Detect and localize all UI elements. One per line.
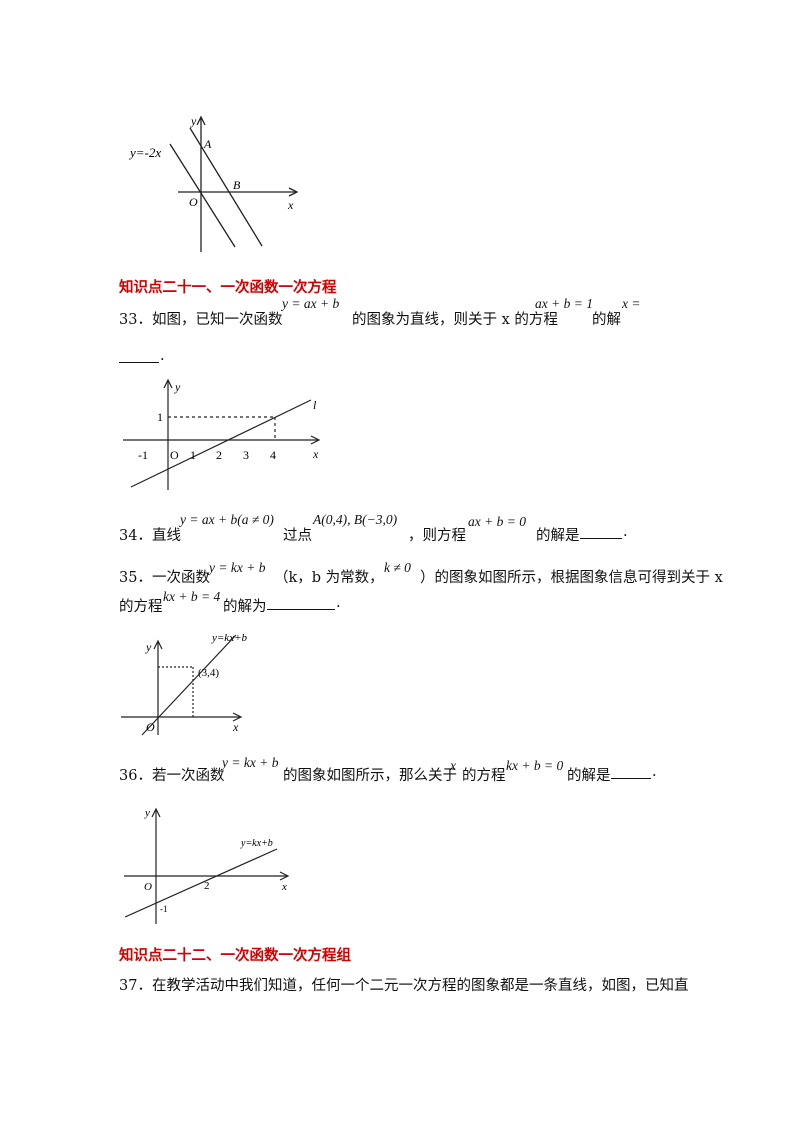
q34-answer-blank[interactable] (580, 528, 622, 539)
top-y-arrow (196, 115, 206, 126)
fig33-tick-1: 1 (190, 448, 196, 462)
fig33-x-arrow (310, 435, 321, 445)
top-x-arrow (288, 187, 299, 197)
q33-period: . (160, 348, 165, 364)
q36-text-a: 36．若一次函数 (119, 768, 225, 784)
fig36-label-O: O (144, 881, 152, 893)
q33-answer-blank[interactable] (119, 352, 159, 363)
top-label-B: B (233, 178, 241, 192)
fig35-y-arrow (153, 639, 163, 650)
q35-answer-blank[interactable] (267, 599, 335, 610)
q34-text-c: ，则方程 (408, 528, 466, 544)
fig33-tick-O: O (170, 448, 179, 462)
fig35-label-point: (3,4) (198, 667, 219, 679)
fig36-label-y: y (144, 807, 150, 819)
q35-text-e: 的解为 (223, 599, 267, 615)
fig35-label-O: O (146, 720, 155, 734)
fig36-x-arrow (279, 871, 290, 881)
q36-period: . (652, 764, 657, 780)
fig33-line-l (130, 399, 312, 488)
fig33-label-one: 1 (157, 410, 163, 424)
q34-text-a: 34．直线 (119, 528, 181, 544)
q36-math-b: x (450, 758, 456, 773)
top-label-x: x (287, 198, 294, 212)
q35-text-b: （k，b 为常数， (274, 570, 384, 586)
q33-text-a: 33．如图，已知一次函数 (119, 312, 283, 328)
q33-text-c: 的解 (592, 312, 621, 328)
fig33-label-y: y (174, 380, 181, 394)
q36-text-b: 的图象如图所示，那么关于 (283, 768, 457, 784)
fig33-tick-4: 4 (270, 448, 276, 462)
q35-text-c: ）的图象如图所示，根据图象信息可得到关于 x (420, 570, 723, 586)
q34-math-a: y = ax + b(a ≠ 0) (180, 512, 274, 527)
top-label-O: O (189, 195, 198, 209)
fig33-tick-neg1: -1 (138, 448, 148, 462)
q35-period: . (336, 595, 341, 611)
top-line-AB (189, 127, 263, 247)
q36-math-a: y = kx + b (222, 755, 279, 770)
q34-math-c: ax + b = 0 (468, 514, 526, 529)
fig36-label-x: x (281, 881, 287, 893)
q36-math-c: kx + b = 0 (506, 758, 564, 773)
q34-period: . (623, 524, 628, 540)
q35-text-d: 的方程 (119, 599, 163, 615)
top-line-y-neg2x (169, 143, 236, 248)
section-22-title: 知识点二十二、一次函数一次方程组 (119, 948, 351, 964)
fig36-label-two: 2 (204, 880, 210, 892)
fig36-label-line: y=kx+b (240, 838, 273, 849)
fig36-label-neg1: -1 (160, 904, 168, 914)
q37-text: 37．在教学活动中我们知道，任何一个二元一次方程的图象都是一条直线，如图，已知直 (119, 978, 689, 994)
top-label-line: y=-2x (128, 145, 161, 160)
q34-text-d: 的解是 (536, 528, 580, 544)
q34-text-b: 过点 (283, 528, 312, 544)
q35-math-a: y = kx + b (209, 560, 266, 575)
fig35-x-arrow (232, 712, 243, 722)
top-label-y: y (190, 114, 197, 128)
q33-text-b: 的图象为直线，则关于 x 的方程 (352, 312, 558, 328)
top-label-A: A (203, 137, 212, 151)
fig35-line (141, 634, 237, 736)
q35-math-b: k ≠ 0 (384, 560, 411, 575)
q36-text-d: 的解是 (567, 768, 611, 784)
q33-math-b: ax + b = 1 (535, 296, 593, 311)
fig33-label-x: x (312, 447, 319, 461)
q36-answer-blank[interactable] (611, 768, 651, 779)
fig36-y-arrow (151, 807, 161, 818)
q35-text-a: 35．一次函数 (119, 570, 210, 586)
fig33-tick-2: 2 (216, 448, 222, 462)
fig35-label-y: y (145, 640, 152, 654)
fig33-label-l: l (313, 398, 317, 412)
fig33-y-arrow (163, 378, 173, 389)
q35-math-d: kx + b = 4 (163, 589, 221, 604)
q34-math-b: A(0,4), B(−3,0) (313, 512, 398, 527)
q33-math-a: y = ax + b (282, 296, 340, 311)
fig35-label-line: y=kx+b (211, 632, 247, 644)
section-21-title: 知识点二十一、一次函数一次方程 (119, 280, 337, 296)
q36-text-c: 的方程 (462, 768, 506, 784)
fig33-tick-3: 3 (243, 448, 249, 462)
fig35-label-x: x (232, 720, 239, 734)
fig36-line (124, 848, 278, 918)
q33-math-c: x = (622, 296, 641, 311)
